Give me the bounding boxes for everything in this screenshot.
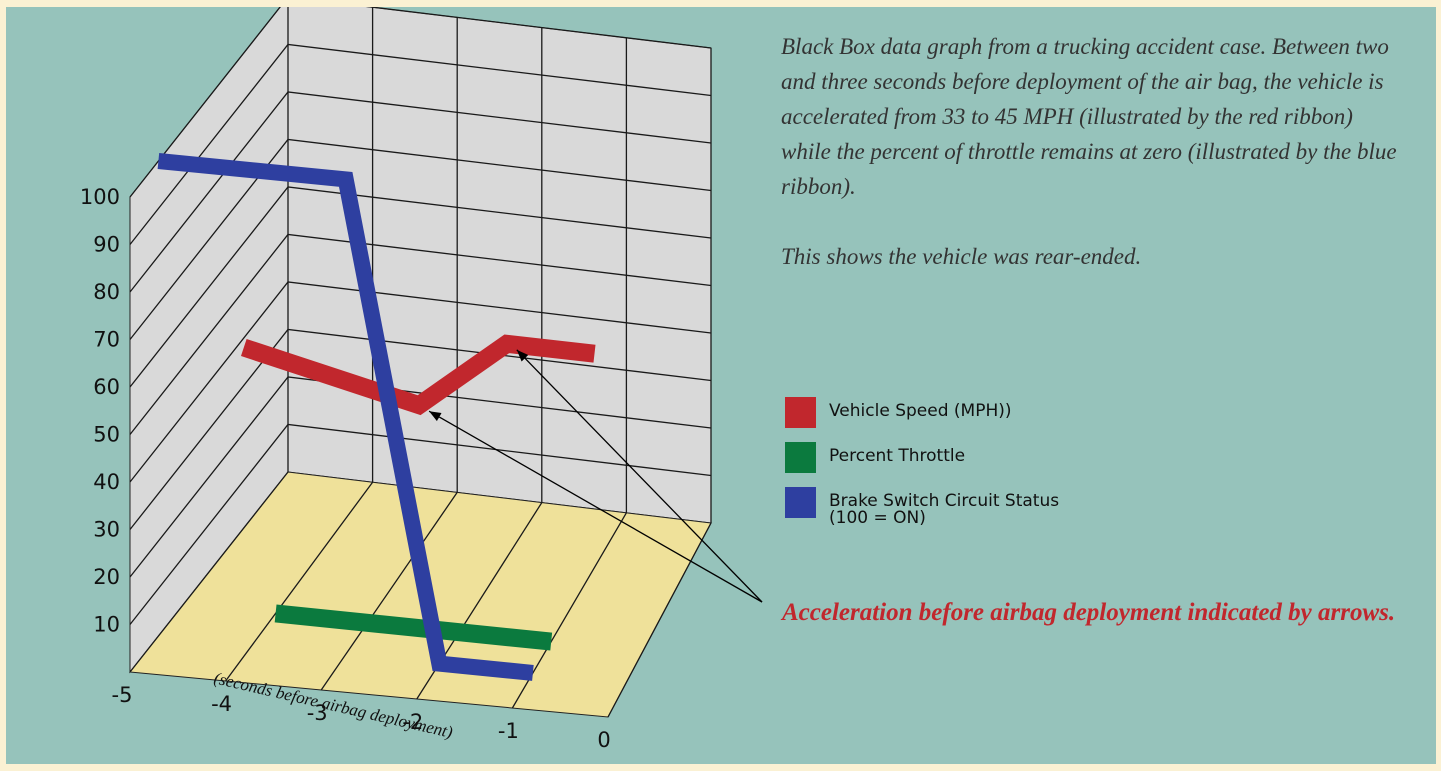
legend-label-percent-throttle: Percent Throttle [829, 446, 966, 466]
y-tick-label: 60 [93, 375, 120, 399]
grid-line-x-floor [225, 481, 374, 682]
grid-line-x-floor [320, 492, 458, 691]
y-tick-label: 30 [93, 518, 120, 542]
arrow-to-speed-high [516, 349, 763, 603]
chart-description: Black Box data graph from a trucking acc… [781, 29, 1401, 274]
x-tick-label: -1 [498, 719, 519, 743]
x-tick-label: -3 [307, 701, 328, 725]
x-tick-label: -5 [112, 683, 133, 707]
description-paragraph-1: Black Box data graph from a trucking acc… [781, 34, 1397, 199]
legend-swatch-percent-throttle [785, 442, 816, 473]
legend-swatch-vehicle-speed [785, 397, 816, 428]
y-tick-label: 80 [93, 280, 120, 304]
grid-line-x-floor [129, 471, 289, 673]
y-axis-ticks: 10 20 30 40 50 60 70 80 90 100 [80, 185, 120, 637]
y-tick-label: 70 [93, 328, 120, 352]
throttle-ribbon [274, 604, 553, 651]
legend-label-brake-switch: Brake Switch Circuit Status (100 = ON) [829, 491, 1060, 528]
chart-grid [129, 7, 712, 718]
grid-line-x-floor [607, 522, 712, 718]
y-tick-label: 10 [93, 613, 120, 637]
chart-panel: 10 20 30 40 50 60 70 80 90 100 -5 -4 -3 -2 -1 0 (secon… [6, 7, 1436, 764]
brake-ribbon [157, 153, 534, 681]
speed-ribbon [240, 334, 596, 416]
annotation-arrows [428, 349, 763, 603]
back-wall [287, 7, 712, 524]
chart-walls [129, 7, 712, 718]
description-paragraph-2: This shows the vehicle was rear-ended. [781, 244, 1142, 269]
annotation-text: Acceleration before airbag deployment in… [782, 599, 1396, 626]
y-tick-label: 100 [80, 185, 120, 209]
arrow-to-speed-low [428, 410, 763, 603]
x-tick-label: -4 [211, 692, 232, 716]
y-tick-label: 90 [93, 233, 120, 257]
grid-line-y [129, 7, 712, 198]
chart-ribbons [157, 153, 596, 681]
x-tick-label: -2 [402, 710, 423, 734]
y-tick-label: 40 [93, 470, 120, 494]
legend-swatch-brake-switch [785, 487, 816, 518]
x-axis-ticks: -5 -4 -3 -2 -1 0 [112, 683, 611, 752]
x-tick-label: 0 [597, 728, 610, 752]
y-tick-label: 50 [93, 423, 120, 447]
legend-label-vehicle-speed: Vehicle Speed (MPH)) [829, 401, 1012, 421]
y-tick-label: 20 [93, 565, 120, 589]
